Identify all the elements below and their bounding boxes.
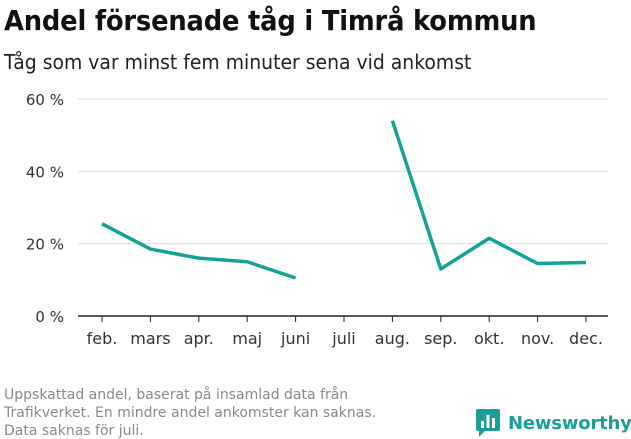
footnote-line: Data saknas för juli. [4,423,144,439]
series-line-segment [390,120,587,271]
y-tick-label: 40 % [26,163,64,181]
footnote-line: Uppskattad andel, baserat på insamlad da… [4,387,349,403]
series-line-segment [101,222,297,280]
x-tick-label: mars [130,329,170,348]
footnote-line: Trafikverket. En mindre andel ankomster … [4,405,377,421]
x-tick-label: okt. [474,329,504,348]
brand-logo: Newsworthy [476,407,631,439]
chart-footnote: Uppskattad andel, baserat på insamlad da… [4,386,444,439]
x-tick-label: juni [280,329,310,348]
y-tick-label: 0 % [35,308,64,326]
newsworthy-logo-icon [476,409,500,437]
x-axis-ticks: feb. mars apr. maj juni juli aug. sep. okt. nov. d… [87,316,603,348]
x-tick-label: feb. [87,329,118,348]
grid-lines [78,98,608,317]
x-tick-label: apr. [184,329,214,348]
x-tick-label: maj [232,329,262,348]
x-tick-label: aug. [375,329,410,348]
chart-title: Andel försenade tåg i Timrå kommun [4,4,537,37]
x-tick-label: juli [331,329,355,348]
y-tick-label: 60 % [26,91,64,109]
chart-subtitle: Tåg som var minst fem minuter sena vid a… [4,50,472,74]
x-tick-label: nov. [521,329,554,348]
y-tick-label: 20 % [26,236,64,254]
y-axis-ticks: 0 % 20 % 40 % 60 % [26,91,64,326]
x-tick-label: dec. [569,329,603,348]
brand-name: Newsworthy [508,412,631,434]
line-chart: 0 % 20 % 40 % 60 % feb. mars apr. maj juni juli a… [26,91,608,348]
x-tick-label: sep. [424,329,457,348]
series-lines [101,120,587,280]
